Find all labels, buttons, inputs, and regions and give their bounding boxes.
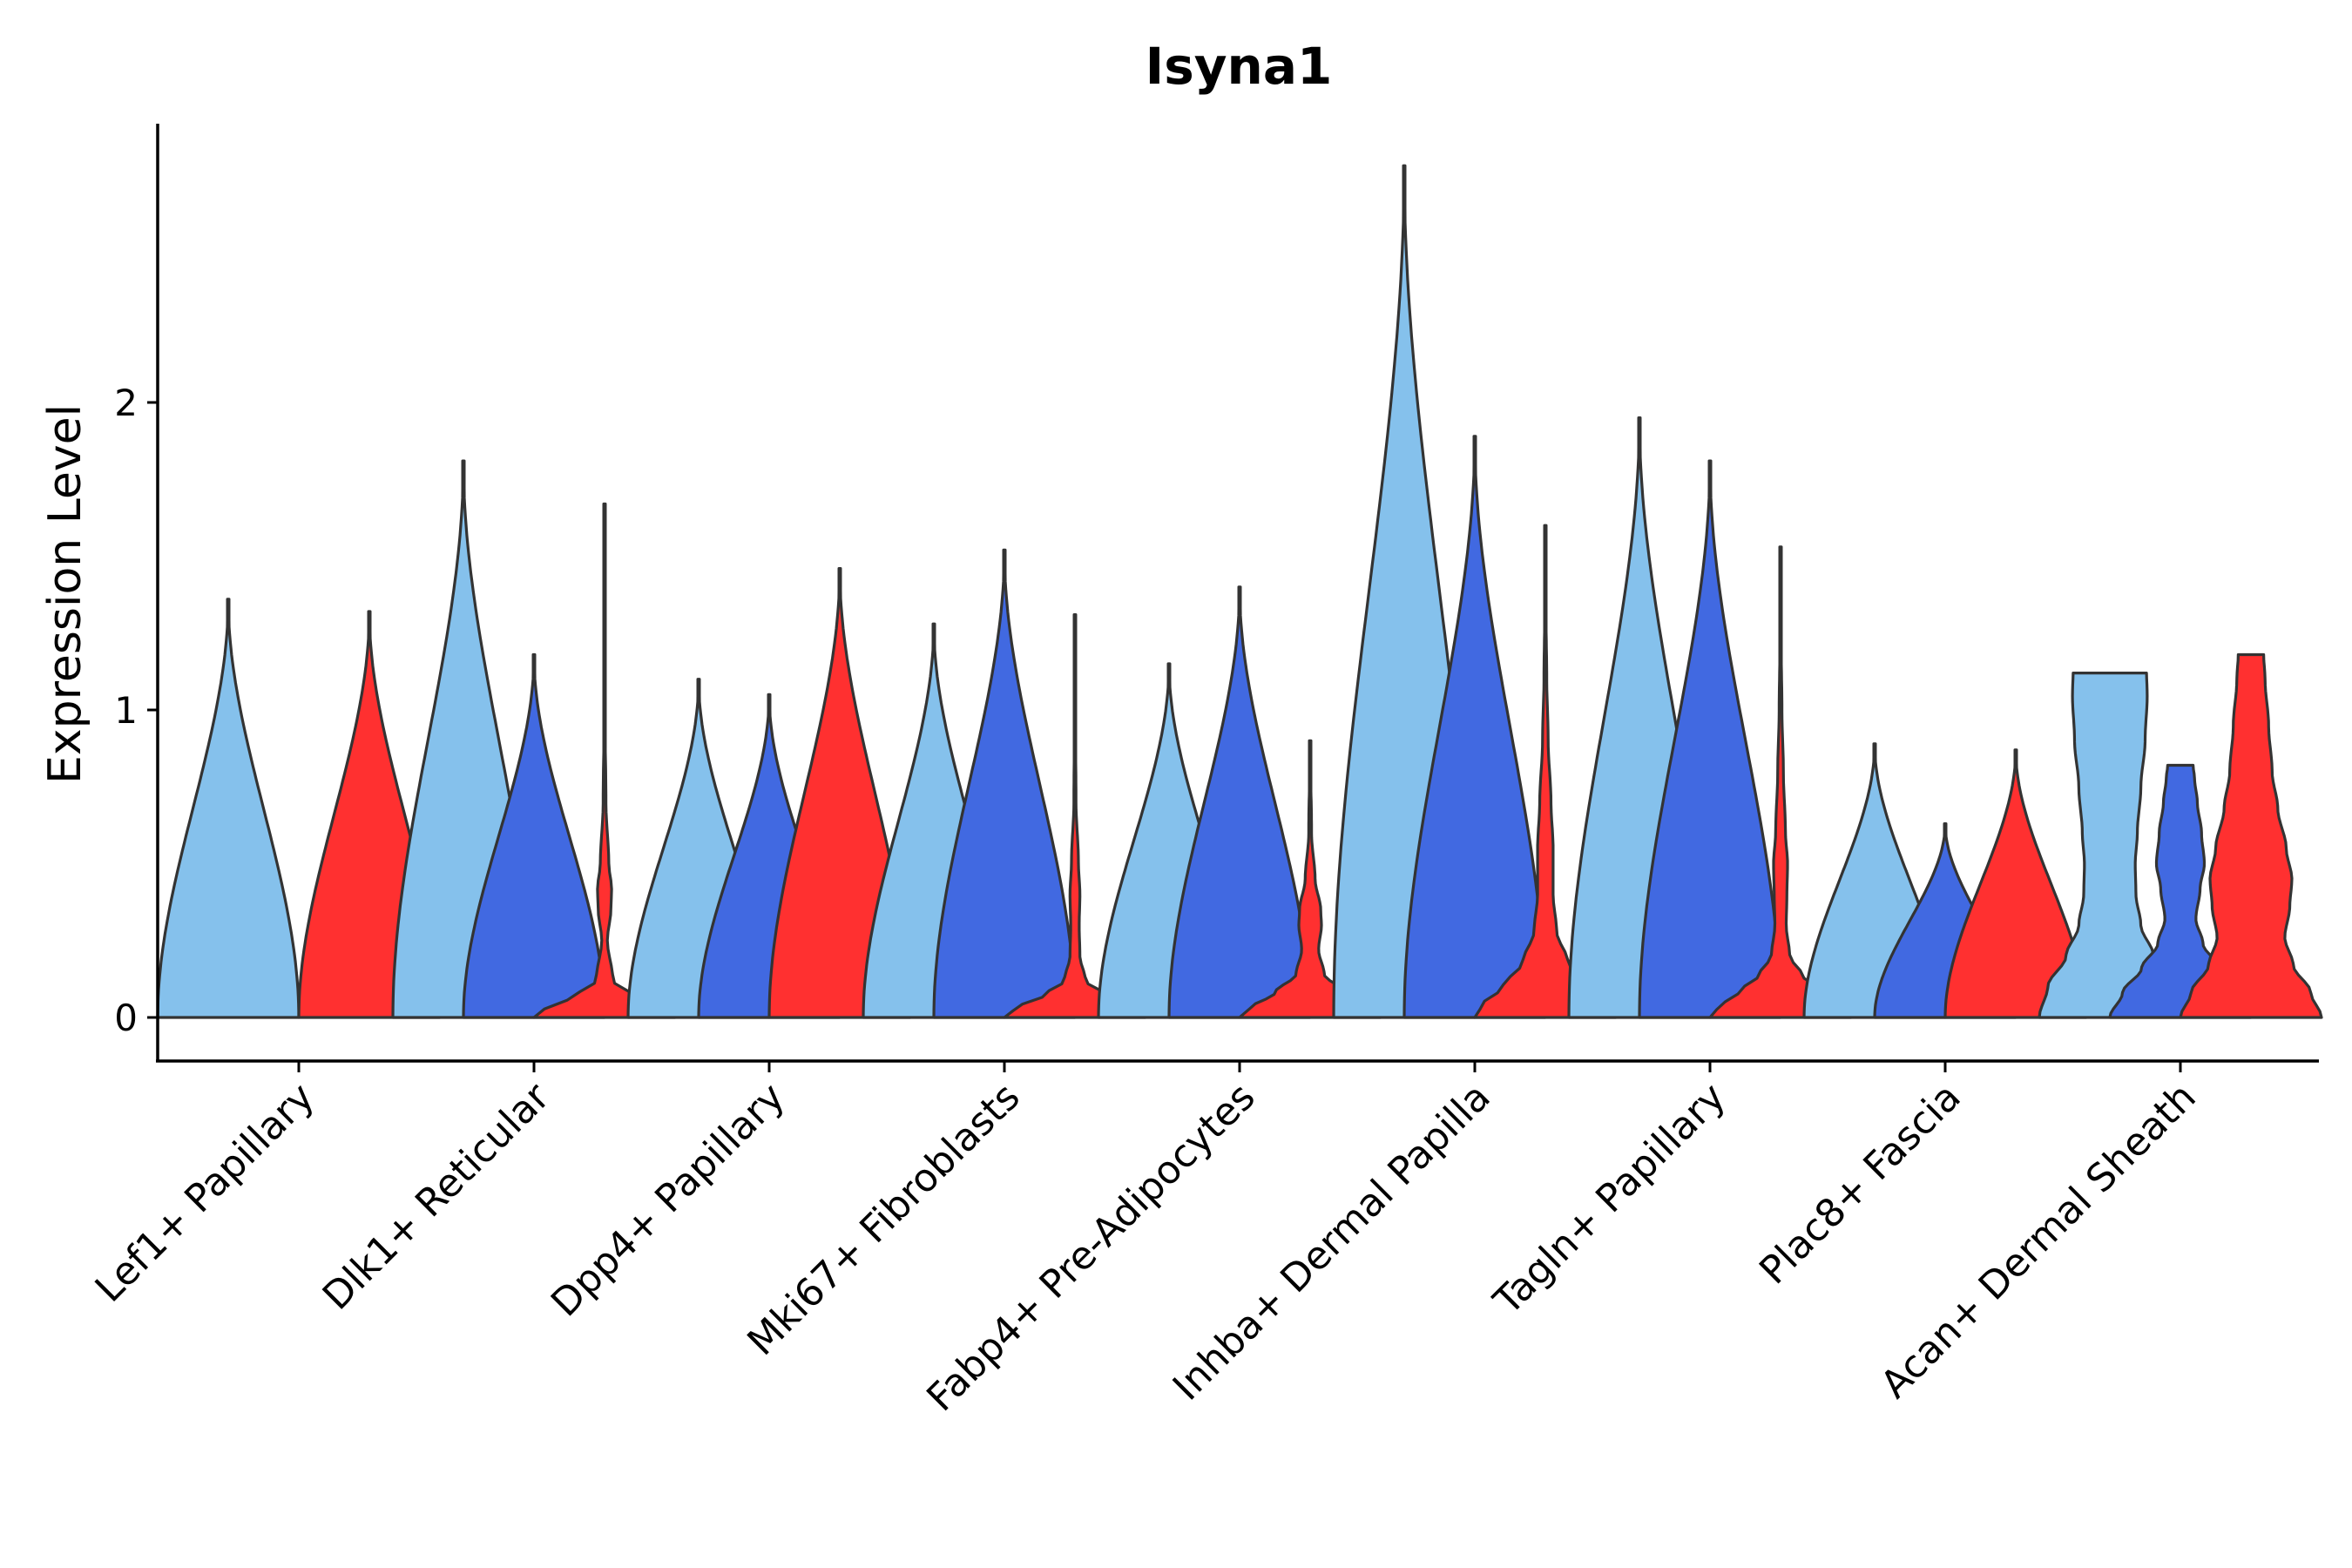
chart-title: Isyna1	[1146, 37, 1333, 96]
violin-6-right	[1708, 545, 1853, 1019]
violin-4-middle	[1167, 585, 1312, 1019]
violin-8-right	[2179, 652, 2323, 1019]
axes-layer	[156, 124, 2319, 1063]
violin-7-right	[1943, 748, 2088, 1019]
violin-1-middle	[462, 652, 606, 1019]
x-tick-label: Tagln+ Papillary	[1485, 1075, 1734, 1324]
violin-1-right	[532, 502, 677, 1019]
violins-layer	[156, 164, 2323, 1019]
y-tick-label: 1	[114, 689, 138, 732]
violin-3-right	[1003, 613, 1147, 1019]
y-tick-label: 2	[114, 382, 138, 424]
violin-8-middle	[2108, 763, 2253, 1019]
x-tick-label: Dlk1+ Reticular	[314, 1074, 559, 1319]
violin-0-left	[156, 598, 301, 1019]
y-tick-label: 0	[114, 997, 138, 1039]
violin-6-middle	[1638, 459, 1782, 1019]
x-tick-label: Dpp4+ Papillary	[543, 1075, 794, 1326]
y-ticks: 0 1 2	[114, 382, 158, 1039]
violin-3-middle	[932, 548, 1077, 1019]
x-tick-label: Lef1+ Papillary	[87, 1075, 323, 1311]
violin-5-right	[1473, 524, 1618, 1019]
violin-5-middle	[1402, 435, 1547, 1019]
x-tick-label: Plac8+ Fascia	[1751, 1075, 1970, 1294]
violin-8-left	[2038, 672, 2182, 1019]
violin-4-right	[1238, 739, 1382, 1019]
y-axis-label: Expression Level	[39, 404, 91, 784]
